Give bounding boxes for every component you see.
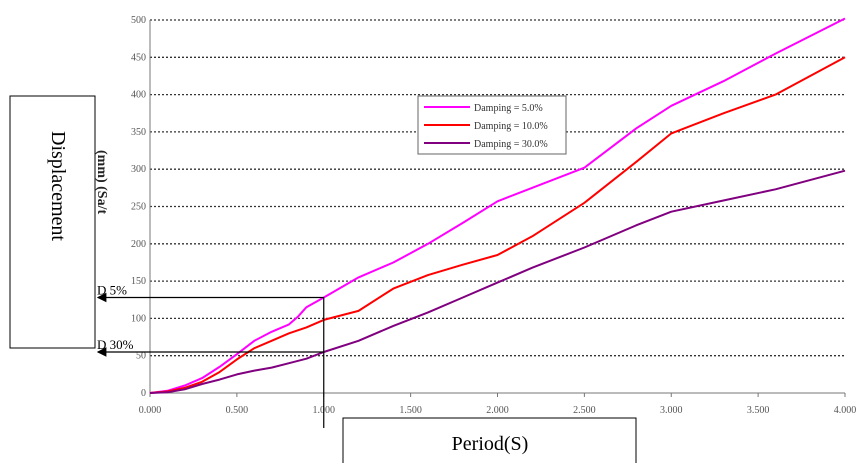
y-tick-label: 300 bbox=[131, 164, 146, 175]
x-tick-label: 3.500 bbox=[747, 405, 770, 416]
y-tick-label: 500 bbox=[131, 15, 146, 26]
legend-label-series-1: Damping = 10.0% bbox=[474, 121, 548, 132]
x-tick-label: 1.500 bbox=[399, 405, 422, 416]
ylabel-box: Displacement bbox=[9, 95, 96, 349]
series-line-2 bbox=[149, 169, 846, 394]
y-tick-label: 250 bbox=[131, 202, 146, 213]
y-tick-label: 50 bbox=[136, 351, 146, 362]
series-line-0 bbox=[149, 17, 846, 394]
y-tick-label: 350 bbox=[131, 127, 146, 138]
x-tick-label: 0.500 bbox=[226, 405, 249, 416]
series-line-1 bbox=[149, 56, 846, 394]
xlabel: Period(S) bbox=[452, 433, 529, 455]
y-tick-label: 200 bbox=[131, 239, 146, 250]
y-tick-label: 100 bbox=[131, 313, 146, 324]
legend-label-series-0: Damping = 5.0% bbox=[474, 103, 543, 114]
y-tick-label: 450 bbox=[131, 52, 146, 63]
x-tick-label: 0.000 bbox=[139, 405, 162, 416]
x-tick-label: 2.500 bbox=[573, 405, 596, 416]
x-tick-label: 4.000 bbox=[834, 405, 856, 416]
xlabel-box: Period(S) bbox=[342, 417, 637, 466]
y-tick-label: 0 bbox=[141, 388, 146, 399]
annotation-label-1: D 30% bbox=[97, 337, 134, 352]
tick-labels: 0 50 100 150 200 250 300 350 400 450 500 0.000 0.500… bbox=[131, 15, 856, 416]
y-tick-label: 150 bbox=[131, 276, 146, 287]
legend-label-series-2: Damping = 30.0% bbox=[474, 139, 548, 150]
legend: Damping = 5.0% Damping = 10.0% Damping =… bbox=[417, 95, 567, 155]
annotations: D 5% D 30% bbox=[96, 283, 325, 428]
y-tick-label: 400 bbox=[131, 90, 146, 101]
ylabel-partial: (mm) (Sa/t bbox=[94, 150, 109, 214]
x-tick-label: 3.000 bbox=[660, 405, 683, 416]
grid-lines bbox=[149, 19, 845, 394]
series-lines bbox=[149, 17, 846, 394]
x-tick-label: 2.000 bbox=[486, 405, 509, 416]
annotation-label-0: D 5% bbox=[97, 283, 127, 298]
ylabel: Displacement bbox=[47, 131, 69, 241]
